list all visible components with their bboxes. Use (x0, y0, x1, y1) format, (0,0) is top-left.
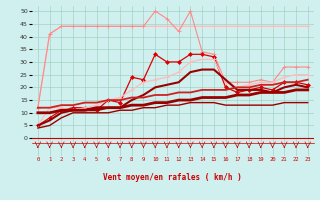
X-axis label: Vent moyen/en rafales ( km/h ): Vent moyen/en rafales ( km/h ) (103, 174, 242, 182)
